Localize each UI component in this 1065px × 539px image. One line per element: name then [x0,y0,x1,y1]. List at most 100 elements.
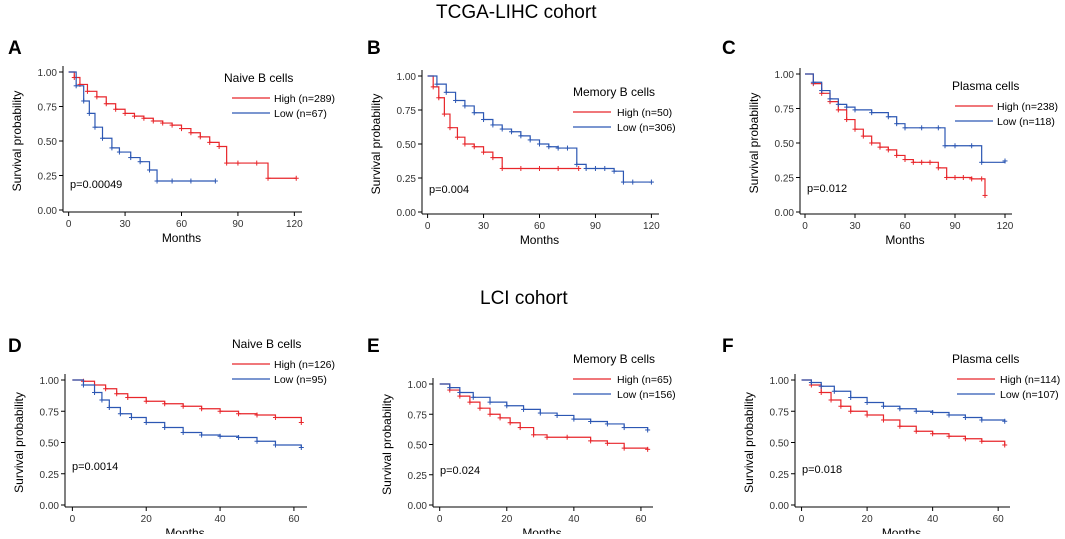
y-axis-label: Survival probability [369,94,383,195]
y-tick-label: 0.50 [38,137,58,148]
legend-title: Naive B cells [232,337,301,351]
survival-curve-low [801,379,1006,422]
y-tick-label: 0.25 [38,172,58,183]
y-axis-label: Survival probability [380,394,394,495]
x-tick-label: 20 [862,514,874,525]
y-tick-label: 0.75 [775,105,795,116]
x-tick-label: 60 [534,221,546,232]
y-tick-label: 1.00 [397,72,417,83]
y-tick-label: 0.50 [40,439,60,450]
y-tick-label: 0.25 [770,470,790,481]
x-tick-label: 0 [802,221,808,232]
y-tick-label: 0.00 [408,501,428,512]
km-panel-a: A 0.00 0.25 0.50 0.75 1.00 0 30 60 90 120 Months Sur… [8,38,335,245]
y-axis-label: Survival probability [742,392,756,493]
x-tick-label: 0 [799,514,805,525]
y-tick-label: 0.25 [397,174,417,185]
x-tick-label: 0 [66,219,72,230]
legend-title: Plasma cells [952,352,1019,366]
panel-label: A [8,38,22,59]
km-panel-b: B 0.00 0.25 0.50 0.75 1.00 0 30 60 90 120 Months Sur… [367,38,676,247]
x-tick-label: 90 [232,219,244,230]
km-panel-f: F 0.00 0.25 0.50 0.75 1.00 0 20 40 60 Months Surviv… [722,336,1060,534]
legend-entry-low: Low (n=107) [1000,389,1059,401]
x-tick-label: 60 [288,514,300,525]
x-axis-label: Months [522,526,561,534]
y-tick-label: 0.00 [775,208,795,219]
y-tick-label: 0.75 [38,103,58,114]
x-tick-label: 120 [286,219,303,230]
km-panel-c: C 0.00 0.25 0.50 0.75 1.00 0 30 60 90 120 Months Sur… [722,38,1058,247]
y-axis-label: Survival probability [747,93,761,194]
legend-title: Memory B cells [573,85,655,99]
legend-entry-low: Low (n=95) [274,374,327,386]
x-tick-label: 40 [927,514,939,525]
x-tick-label: 90 [949,221,961,232]
p-value-label: p=0.00049 [70,179,122,191]
x-tick-label: 40 [568,514,580,525]
legend-entry-low: Low (n=306) [617,122,676,134]
y-tick-label: 1.00 [775,70,795,81]
p-value-label: p=0.004 [429,184,469,196]
legend-entry-high: High (n=50) [617,107,672,119]
x-tick-label: 0 [437,514,443,525]
survival-curve-low [68,71,216,182]
p-value-label: p=0.0014 [72,461,118,473]
x-tick-label: 0 [425,221,431,232]
legend-title: Plasma cells [952,79,1019,93]
x-tick-label: 30 [849,221,861,232]
x-tick-label: 40 [215,514,227,525]
tcga-cohort-title: TCGA-LIHC cohort [436,2,597,23]
x-axis-label: Months [885,233,924,247]
y-tick-label: 0.50 [397,140,417,151]
legend-entry-high: High (n=289) [274,93,335,105]
x-tick-label: 20 [501,514,513,525]
survival-curve-high [68,71,297,179]
x-tick-label: 120 [643,221,660,232]
x-tick-label: 30 [120,219,132,230]
y-tick-label: 0.00 [397,208,417,219]
panel-label: D [8,336,22,357]
y-tick-label: 0.25 [775,174,795,185]
survival-curve-high [427,75,579,170]
y-tick-label: 1.00 [408,380,428,391]
legend-entry-high: High (n=126) [274,359,335,371]
y-tick-label: 0.75 [408,410,428,421]
survival-curve-low [72,379,302,448]
legend-title: Naive B cells [224,71,293,85]
p-value-label: p=0.018 [802,464,842,476]
y-tick-label: 0.75 [770,407,790,418]
x-tick-label: 90 [590,221,602,232]
y-axis-label: Survival probability [10,91,24,192]
x-tick-label: 60 [899,221,911,232]
panel-label: E [367,336,380,357]
legend-entry-low: Low (n=156) [617,389,676,401]
legend-entry-high: High (n=114) [1000,374,1060,386]
y-tick-label: 0.50 [408,441,428,452]
x-tick-label: 120 [997,221,1014,232]
x-axis-label: Months [520,233,559,247]
km-panel-d: D 0.00 0.25 0.50 0.75 1.00 0 20 40 60 Months Surviv… [8,336,335,534]
legend-title: Memory B cells [573,352,655,366]
x-axis-label: Months [882,526,921,534]
legend-entry-low: Low (n=118) [997,116,1055,128]
y-tick-label: 1.00 [40,376,60,387]
km-panel-e: E 0.00 0.25 0.50 0.75 1.00 0 20 40 60 Months Surviv… [367,336,676,534]
y-tick-label: 0.75 [40,407,60,418]
x-tick-label: 20 [141,514,153,525]
y-tick-label: 1.00 [770,376,790,387]
x-tick-label: 60 [635,514,647,525]
lci-cohort-title: LCI cohort [480,288,568,309]
x-tick-label: 60 [176,219,188,230]
x-axis-label: Months [162,231,201,245]
survival-curve-high [72,379,302,423]
y-tick-label: 0.75 [397,106,417,117]
panel-label: C [722,38,736,59]
y-tick-label: 0.25 [408,471,428,482]
x-tick-label: 0 [70,514,76,525]
p-value-label: p=0.012 [807,183,847,195]
panel-label: B [367,38,381,59]
legend-entry-high: High (n=65) [617,374,672,386]
p-value-label: p=0.024 [440,465,480,477]
x-axis-label: Months [165,526,204,534]
